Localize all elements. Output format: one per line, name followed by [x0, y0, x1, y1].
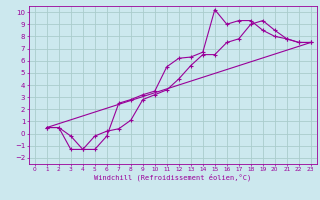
X-axis label: Windchill (Refroidissement éolien,°C): Windchill (Refroidissement éolien,°C) — [94, 174, 252, 181]
